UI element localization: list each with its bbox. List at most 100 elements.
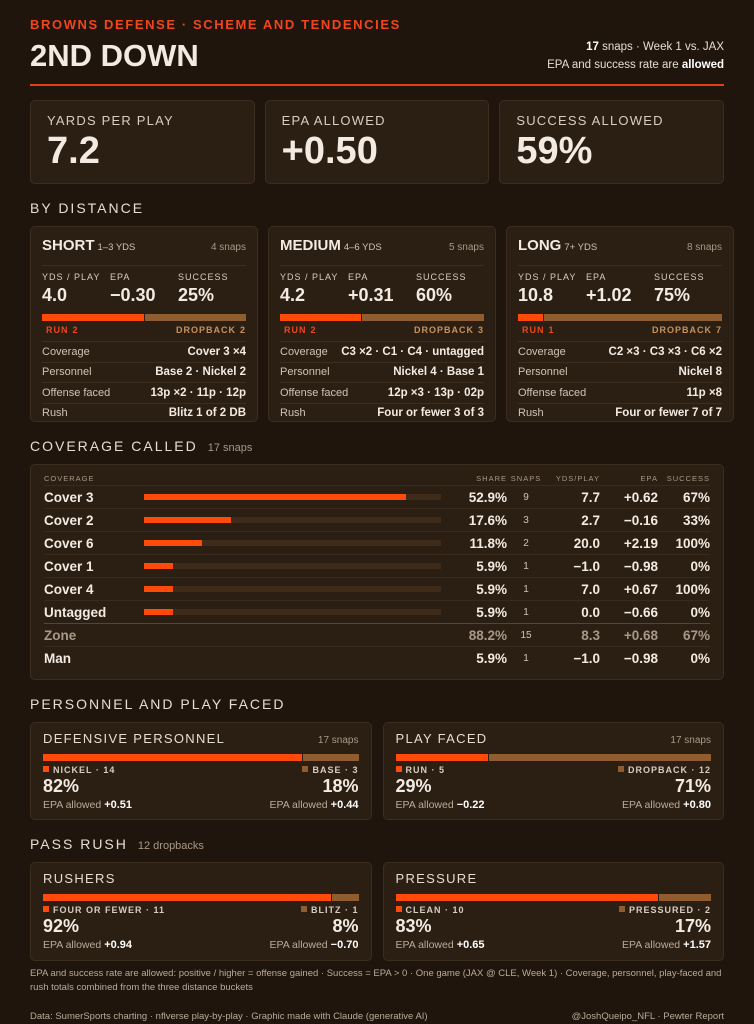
stat-value: +0.31 [348, 285, 394, 305]
share-percent: 71% [674, 776, 711, 796]
success: 67% [682, 627, 710, 643]
stat-value: +1.02 [586, 285, 632, 305]
stat-value: 4.0 [42, 285, 68, 305]
detail-label: Offense faced [280, 386, 349, 399]
snaps-line: 17 snaps · Week 1 vs. JAX [547, 38, 724, 56]
success: 67% [682, 489, 710, 505]
detail-label: Personnel [280, 366, 330, 379]
stat-label: YDS / PLAY [42, 272, 101, 282]
run-count: 2 [310, 325, 317, 335]
column-header: SNAPS [510, 473, 542, 483]
detail-label: Coverage [42, 345, 90, 358]
legend-entry: RUN5 [396, 765, 485, 775]
detail-row: Personnel Base 2 · Nickel 2 [42, 361, 246, 383]
summary-label: SUCCESS ALLOWED [516, 113, 664, 128]
note: EPA and success rate are [547, 59, 679, 71]
split-card: PRESSURECLEAN1083%EPA allowed+0.65PRESSU… [382, 862, 724, 961]
split-card-top: DEFENSIVE PERSONNEL 17 snaps [43, 731, 359, 746]
detail-label: Offense faced [518, 386, 587, 399]
legend-entry: BLITZ1 [269, 905, 359, 915]
split-sides: FOUR OR FEWER1192%EPA allowed+0.94BLITZ1… [43, 905, 359, 951]
header: BROWNS DEFENSE · SCHEME AND TENDENCIES 2N… [30, 17, 724, 86]
detail-value: Cover 3 ×4 [187, 345, 247, 358]
share-bar [144, 517, 232, 523]
share-percent: 17% [674, 916, 711, 936]
epa: +0.68 [623, 627, 658, 643]
share-bar [144, 586, 174, 592]
summary-card: SUCCESS ALLOWED 59% [499, 100, 725, 184]
stat-label: EPA [110, 272, 131, 282]
detail-value: C3 ×2 · C1 · C4 · untagged [341, 345, 484, 358]
distance-range: 4–6 YDS [343, 242, 382, 253]
detail-label: Personnel [42, 366, 92, 379]
epa: +0.62 [623, 489, 658, 505]
stat-label: YDS / PLAY [518, 272, 577, 282]
run-text: RUN [46, 325, 69, 335]
credit: @JoshQueipo_NFL · Pewter Report [571, 1011, 724, 1022]
section-subtitle: 12 dropbacks [137, 840, 204, 852]
distance-top: LONG 7+ YDS 8 snaps [518, 237, 722, 255]
split-segment [544, 314, 722, 321]
snaps: 2 [523, 537, 529, 549]
split-side: DROPBACK1271% EPA allowed+0.80 [618, 765, 711, 811]
share-percent: 29% [395, 776, 432, 796]
distance-snaps: 8 snaps [686, 242, 722, 253]
distance-card: SHORT 1–3 YDS 4 snaps YDS / PLAY 4.0 EPA −0.30… [30, 226, 258, 422]
summary-value: +0.50 [281, 130, 378, 172]
coverage-name: Cover 3 [44, 489, 94, 505]
split-bar [395, 894, 711, 901]
split-bar [43, 754, 359, 761]
split-bar [43, 894, 359, 901]
stat-value: 25% [178, 285, 215, 305]
distance-top: SHORT 1–3 YDS 4 snaps [42, 237, 246, 255]
detail-value: Blitz 1 of 2 DB [168, 407, 246, 420]
split-card-top: RUSHERS [43, 871, 359, 886]
section-title: COVERAGE CALLED 17 snaps [30, 438, 724, 458]
legend-entry: FOUR OR FEWER11 [43, 905, 165, 915]
share: 5.9% [476, 650, 507, 666]
run-label: RUN 1 [518, 325, 555, 335]
coverage-name: Man [44, 650, 71, 666]
success: 100% [675, 581, 710, 597]
detail-label: Rush [280, 407, 306, 420]
distance-snaps: 5 snaps [448, 242, 484, 253]
epa-line: EPA allowed +0.51 [43, 799, 132, 811]
split-segment [332, 894, 359, 901]
snaps-count: 17 [586, 41, 599, 53]
coverage-row: Cover 3 52.9% 9 7.7 +0.62 67% [44, 485, 710, 508]
epa-line: EPA allowed +1.57 [619, 939, 711, 951]
coverage-row: Untagged 5.9% 1 0.0 −0.66 0% [44, 600, 710, 623]
split-segment [518, 314, 544, 321]
epa-value: +1.57 [683, 939, 711, 951]
epa: −0.98 [623, 650, 658, 666]
share-bar [144, 494, 406, 500]
distance-stats: YDS / PLAY 4.0 EPA −0.30 SUCCESS 25% [42, 265, 246, 306]
summary-card: YARDS PER PLAY 7.2 [30, 100, 255, 184]
share: 5.9% [476, 558, 507, 574]
epa: +2.19 [623, 535, 658, 551]
legend-label: BASE [312, 765, 342, 775]
column-header: SHARE [476, 473, 507, 483]
split-sides: NICKEL1482%EPA allowed+0.51BASE318%EPA a… [43, 765, 359, 811]
legend-label: DROPBACK [627, 765, 688, 775]
run-count: 2 [72, 325, 79, 335]
column-header: SUCCESS [666, 473, 710, 483]
run-label: RUN 2 [280, 325, 317, 335]
distance-card: LONG 7+ YDS 8 snaps YDS / PLAY 10.8 EPA +1.02 S… [506, 226, 734, 422]
share-bar [144, 563, 174, 569]
success: 0% [690, 604, 710, 620]
split-labels: RUN 2 DROPBACK 3 [280, 325, 484, 335]
column-header: EPA [640, 473, 658, 483]
share-percent: 83% [395, 916, 432, 936]
legend-entry: NICKEL14 [43, 765, 132, 775]
stat: EPA +0.31 [348, 272, 416, 306]
split-bar [280, 314, 484, 321]
epa-value: +0.65 [456, 939, 485, 951]
split-sides: RUN529%EPA allowed−0.22DROPBACK1271%EPA … [396, 765, 712, 811]
legend-count: 3 [341, 765, 358, 775]
dropback-label: DROPBACK 2 [172, 325, 246, 335]
epa-line: EPA allowed +0.94 [43, 939, 165, 951]
coverage-header: COVERAGE SHARE SNAPS YDS/PLAY EPA SUCCESS [44, 471, 710, 485]
split-segment [43, 754, 302, 761]
coverage-row: Cover 6 11.8% 2 20.0 +2.19 100% [44, 531, 710, 554]
